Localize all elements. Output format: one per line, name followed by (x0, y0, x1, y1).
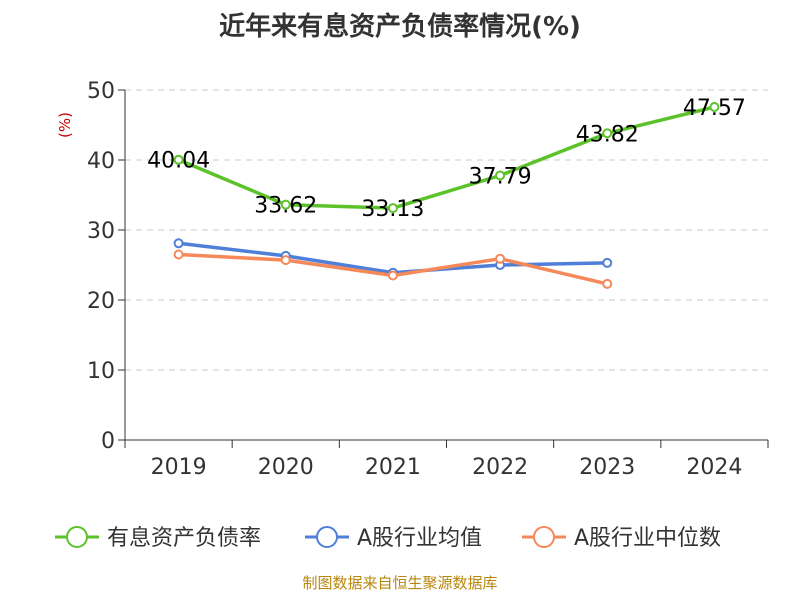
y-tick-label: 40 (87, 149, 115, 174)
x-tick-label: 2023 (579, 455, 635, 480)
y-tick-label: 30 (87, 219, 115, 244)
legend-label: A股行业中位数 (574, 526, 721, 551)
data-label: 43.82 (576, 122, 639, 147)
y-tick-label: 20 (87, 289, 115, 314)
data-point (602, 128, 613, 139)
x-axis-ticks: 2019 2020 2021 2022 2023 2024 (124, 440, 769, 480)
grid-lines (125, 89, 768, 371)
data-label: 37.79 (469, 164, 532, 189)
legend-marker (533, 526, 555, 548)
data-point (495, 253, 506, 264)
data-point (280, 255, 291, 266)
legend-marker (66, 526, 88, 548)
data-label: 47.57 (683, 96, 746, 121)
y-tick-label: 0 (101, 429, 115, 454)
data-point (387, 270, 398, 281)
data-point (709, 102, 720, 113)
x-tick-label: 2021 (365, 455, 421, 480)
x-tick-label: 2024 (686, 455, 742, 480)
data-labels: 40.04 33.62 33.13 37.79 43.82 47.57 (147, 96, 746, 222)
source-note: 制图数据来自恒生聚源数据库 (302, 574, 497, 592)
y-axis-ticks: 0 10 20 30 40 50 (87, 79, 125, 454)
data-label: 40.04 (147, 149, 210, 174)
data-point (173, 154, 184, 165)
legend-label: 有息资产负债率 (107, 526, 261, 551)
axes (124, 90, 768, 441)
data-point (280, 199, 291, 210)
data-point (173, 249, 184, 260)
series-group (173, 102, 720, 289)
data-point (602, 278, 613, 289)
data-point (602, 257, 613, 268)
legend-marker (316, 526, 338, 548)
x-tick-label: 2020 (258, 455, 314, 480)
data-point (495, 170, 506, 181)
series-line (177, 105, 715, 210)
chart-title: 近年来有息资产负债率情况(%) (219, 11, 581, 42)
y-axis-unit-label: (%) (56, 112, 74, 138)
x-tick-label: 2022 (472, 455, 528, 480)
x-tick-label: 2019 (151, 455, 207, 480)
legend-label: A股行业均值 (357, 526, 482, 551)
y-tick-label: 10 (87, 359, 115, 384)
data-label: 33.62 (254, 194, 317, 219)
legend: 有息资产负债率 A股行业均值 A股行业中位数 (55, 526, 721, 551)
y-tick-label: 50 (87, 79, 115, 104)
data-label: 33.13 (361, 197, 424, 222)
data-point (173, 238, 184, 249)
data-point (387, 203, 398, 214)
